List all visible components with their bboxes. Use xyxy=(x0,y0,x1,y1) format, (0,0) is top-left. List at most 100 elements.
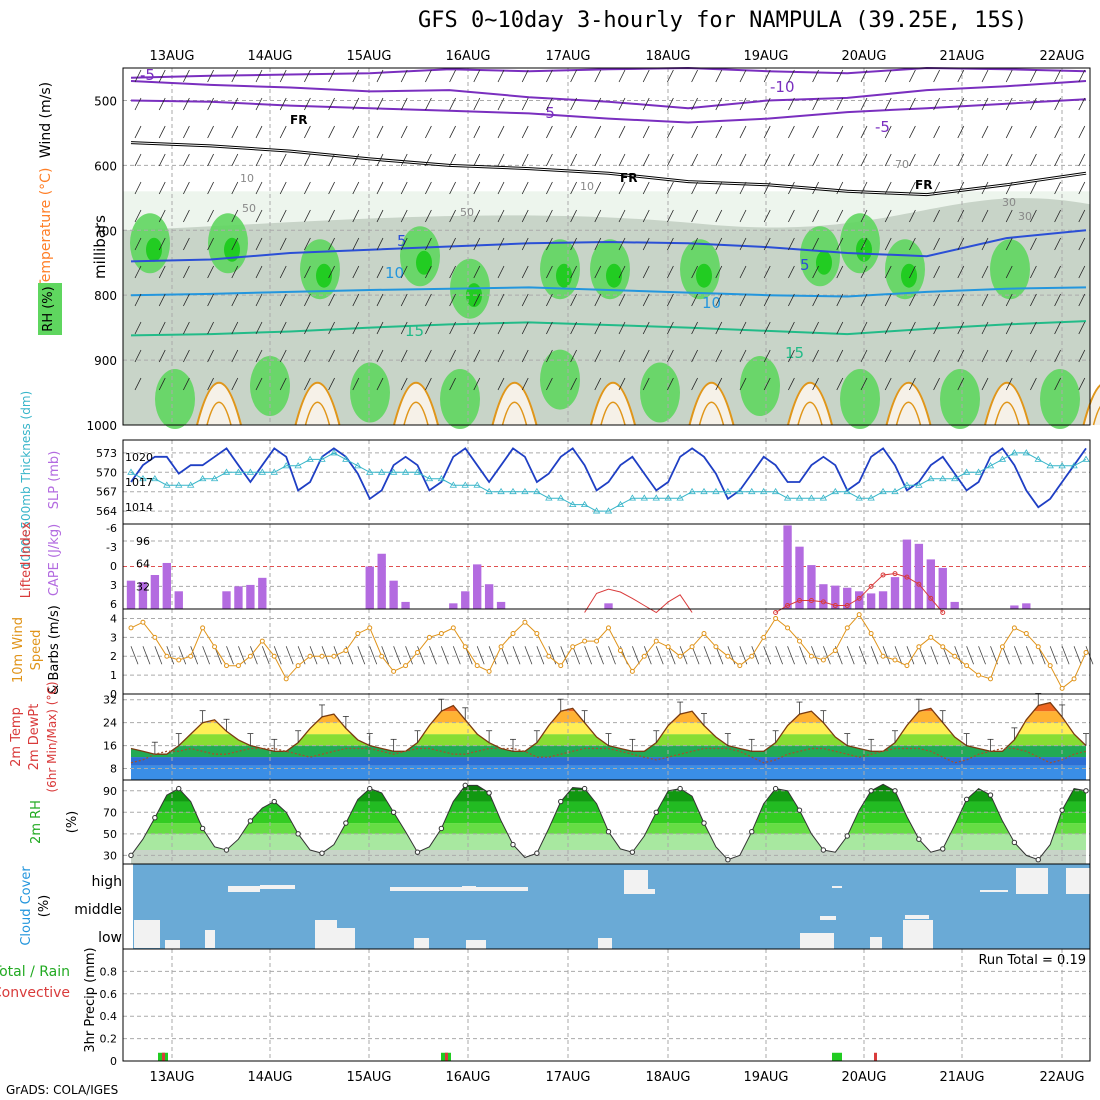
wind-barb xyxy=(1078,153,1086,167)
wind-barb xyxy=(231,209,239,223)
cape-bar xyxy=(496,601,506,609)
wind-barb xyxy=(400,209,408,223)
wind-barb xyxy=(739,293,747,307)
wind-speed-point xyxy=(164,653,170,659)
li-tick: 3 xyxy=(110,579,117,592)
wind-barb xyxy=(449,293,456,307)
wind-barb xyxy=(594,181,602,195)
wind-barb xyxy=(546,125,553,139)
wind-barb-10m xyxy=(811,646,819,665)
cape-bar xyxy=(150,575,160,609)
isotherm-5-line xyxy=(130,229,1087,263)
rh-point xyxy=(892,788,898,794)
rh-area-70 xyxy=(940,369,980,430)
cloud-block xyxy=(832,886,842,888)
legend-temperature: Temperature (°C) xyxy=(38,168,54,290)
wind-barb xyxy=(425,237,432,251)
wind-barb xyxy=(715,69,723,83)
precip-axis-label: 3hr Precip (mm) xyxy=(83,947,98,1052)
lifted-index-point xyxy=(892,571,898,577)
wind-tick: 3 xyxy=(110,631,117,644)
pressure-tick: 1000 xyxy=(86,419,117,433)
wind-barb xyxy=(183,321,190,335)
wind-barb xyxy=(473,293,481,307)
thickness-point xyxy=(831,487,840,495)
wind-speed-point xyxy=(1047,663,1053,669)
wind-barb xyxy=(425,209,432,223)
wind-barb xyxy=(183,69,190,83)
thickness-point xyxy=(604,507,613,514)
wind-barb xyxy=(497,265,505,279)
cape-bar xyxy=(1010,605,1019,609)
li-tick: 0 xyxy=(110,560,117,573)
wind-barb xyxy=(158,349,166,363)
wind-barb xyxy=(1030,153,1037,167)
wind-barb xyxy=(1030,265,1037,279)
wind-barb-10m xyxy=(978,646,986,665)
wind-barb-10m xyxy=(250,646,258,665)
wind-barb xyxy=(183,125,190,139)
wind-barb xyxy=(1078,237,1086,251)
wind-barb xyxy=(812,349,819,363)
wind-barb xyxy=(521,237,529,251)
wind-barb xyxy=(328,293,335,307)
wind-barb xyxy=(207,237,214,251)
rh-point xyxy=(558,798,564,805)
lifted-index-line xyxy=(584,588,693,614)
wind-speed-point xyxy=(152,634,158,640)
rh-area-70 xyxy=(740,356,780,417)
wind-barb xyxy=(352,237,360,251)
wind-speed-point xyxy=(510,631,516,637)
wind-speed-point xyxy=(641,653,647,659)
wind-barb xyxy=(570,265,577,279)
wind-tick: 1 xyxy=(110,669,117,682)
precip-panel xyxy=(122,948,1091,1062)
wind-barb xyxy=(691,97,698,111)
wind-barb xyxy=(667,293,674,307)
wind-barb xyxy=(860,125,868,139)
wind-barb xyxy=(231,321,239,335)
cape-bar xyxy=(795,546,804,609)
wind-speed-point xyxy=(1035,644,1041,650)
wind-speed-point xyxy=(880,653,886,659)
wind-barb xyxy=(400,237,408,251)
wind-barb xyxy=(1030,181,1037,195)
wind-barb xyxy=(1030,237,1037,251)
thickness-point xyxy=(485,487,493,495)
wind-barb xyxy=(788,125,795,139)
wind-barb xyxy=(546,69,553,83)
slp-tick: 1017 xyxy=(125,476,153,489)
cape-bar xyxy=(938,567,947,609)
cloud-block xyxy=(260,885,295,889)
wind-barb xyxy=(763,265,771,279)
thickness-point xyxy=(437,474,446,482)
wind-barb xyxy=(715,293,723,307)
temp-tick: 8 xyxy=(110,763,117,776)
wind-barb xyxy=(1030,125,1037,139)
wind-barb xyxy=(909,237,916,251)
wind-barb-10m xyxy=(918,646,927,665)
wind-speed-point xyxy=(701,631,707,637)
wind-barb xyxy=(207,321,214,335)
wind-barb-10m xyxy=(882,646,891,665)
wind-barb xyxy=(546,181,553,195)
wind-barb xyxy=(739,97,747,111)
wind-barb xyxy=(1054,237,1061,251)
date-label-bottom: 13AUG xyxy=(149,1070,194,1085)
wind-barb xyxy=(836,237,844,251)
wind-barb xyxy=(909,69,916,83)
wind-barb xyxy=(618,181,626,195)
wind-barb xyxy=(642,265,650,279)
wind-barb xyxy=(884,209,892,223)
thickness-point xyxy=(342,455,350,462)
wind-barb xyxy=(1054,265,1061,279)
rh-area-70 xyxy=(640,362,680,423)
temp-tick: 32 xyxy=(103,694,117,707)
rh-point xyxy=(987,792,994,798)
rh-point xyxy=(510,841,516,848)
wind-barb xyxy=(134,69,142,83)
wind-barb xyxy=(279,209,287,223)
cloud-sky-background xyxy=(133,864,1090,949)
wind-barb xyxy=(255,125,263,139)
rh-contour-label: 50 xyxy=(460,206,474,219)
